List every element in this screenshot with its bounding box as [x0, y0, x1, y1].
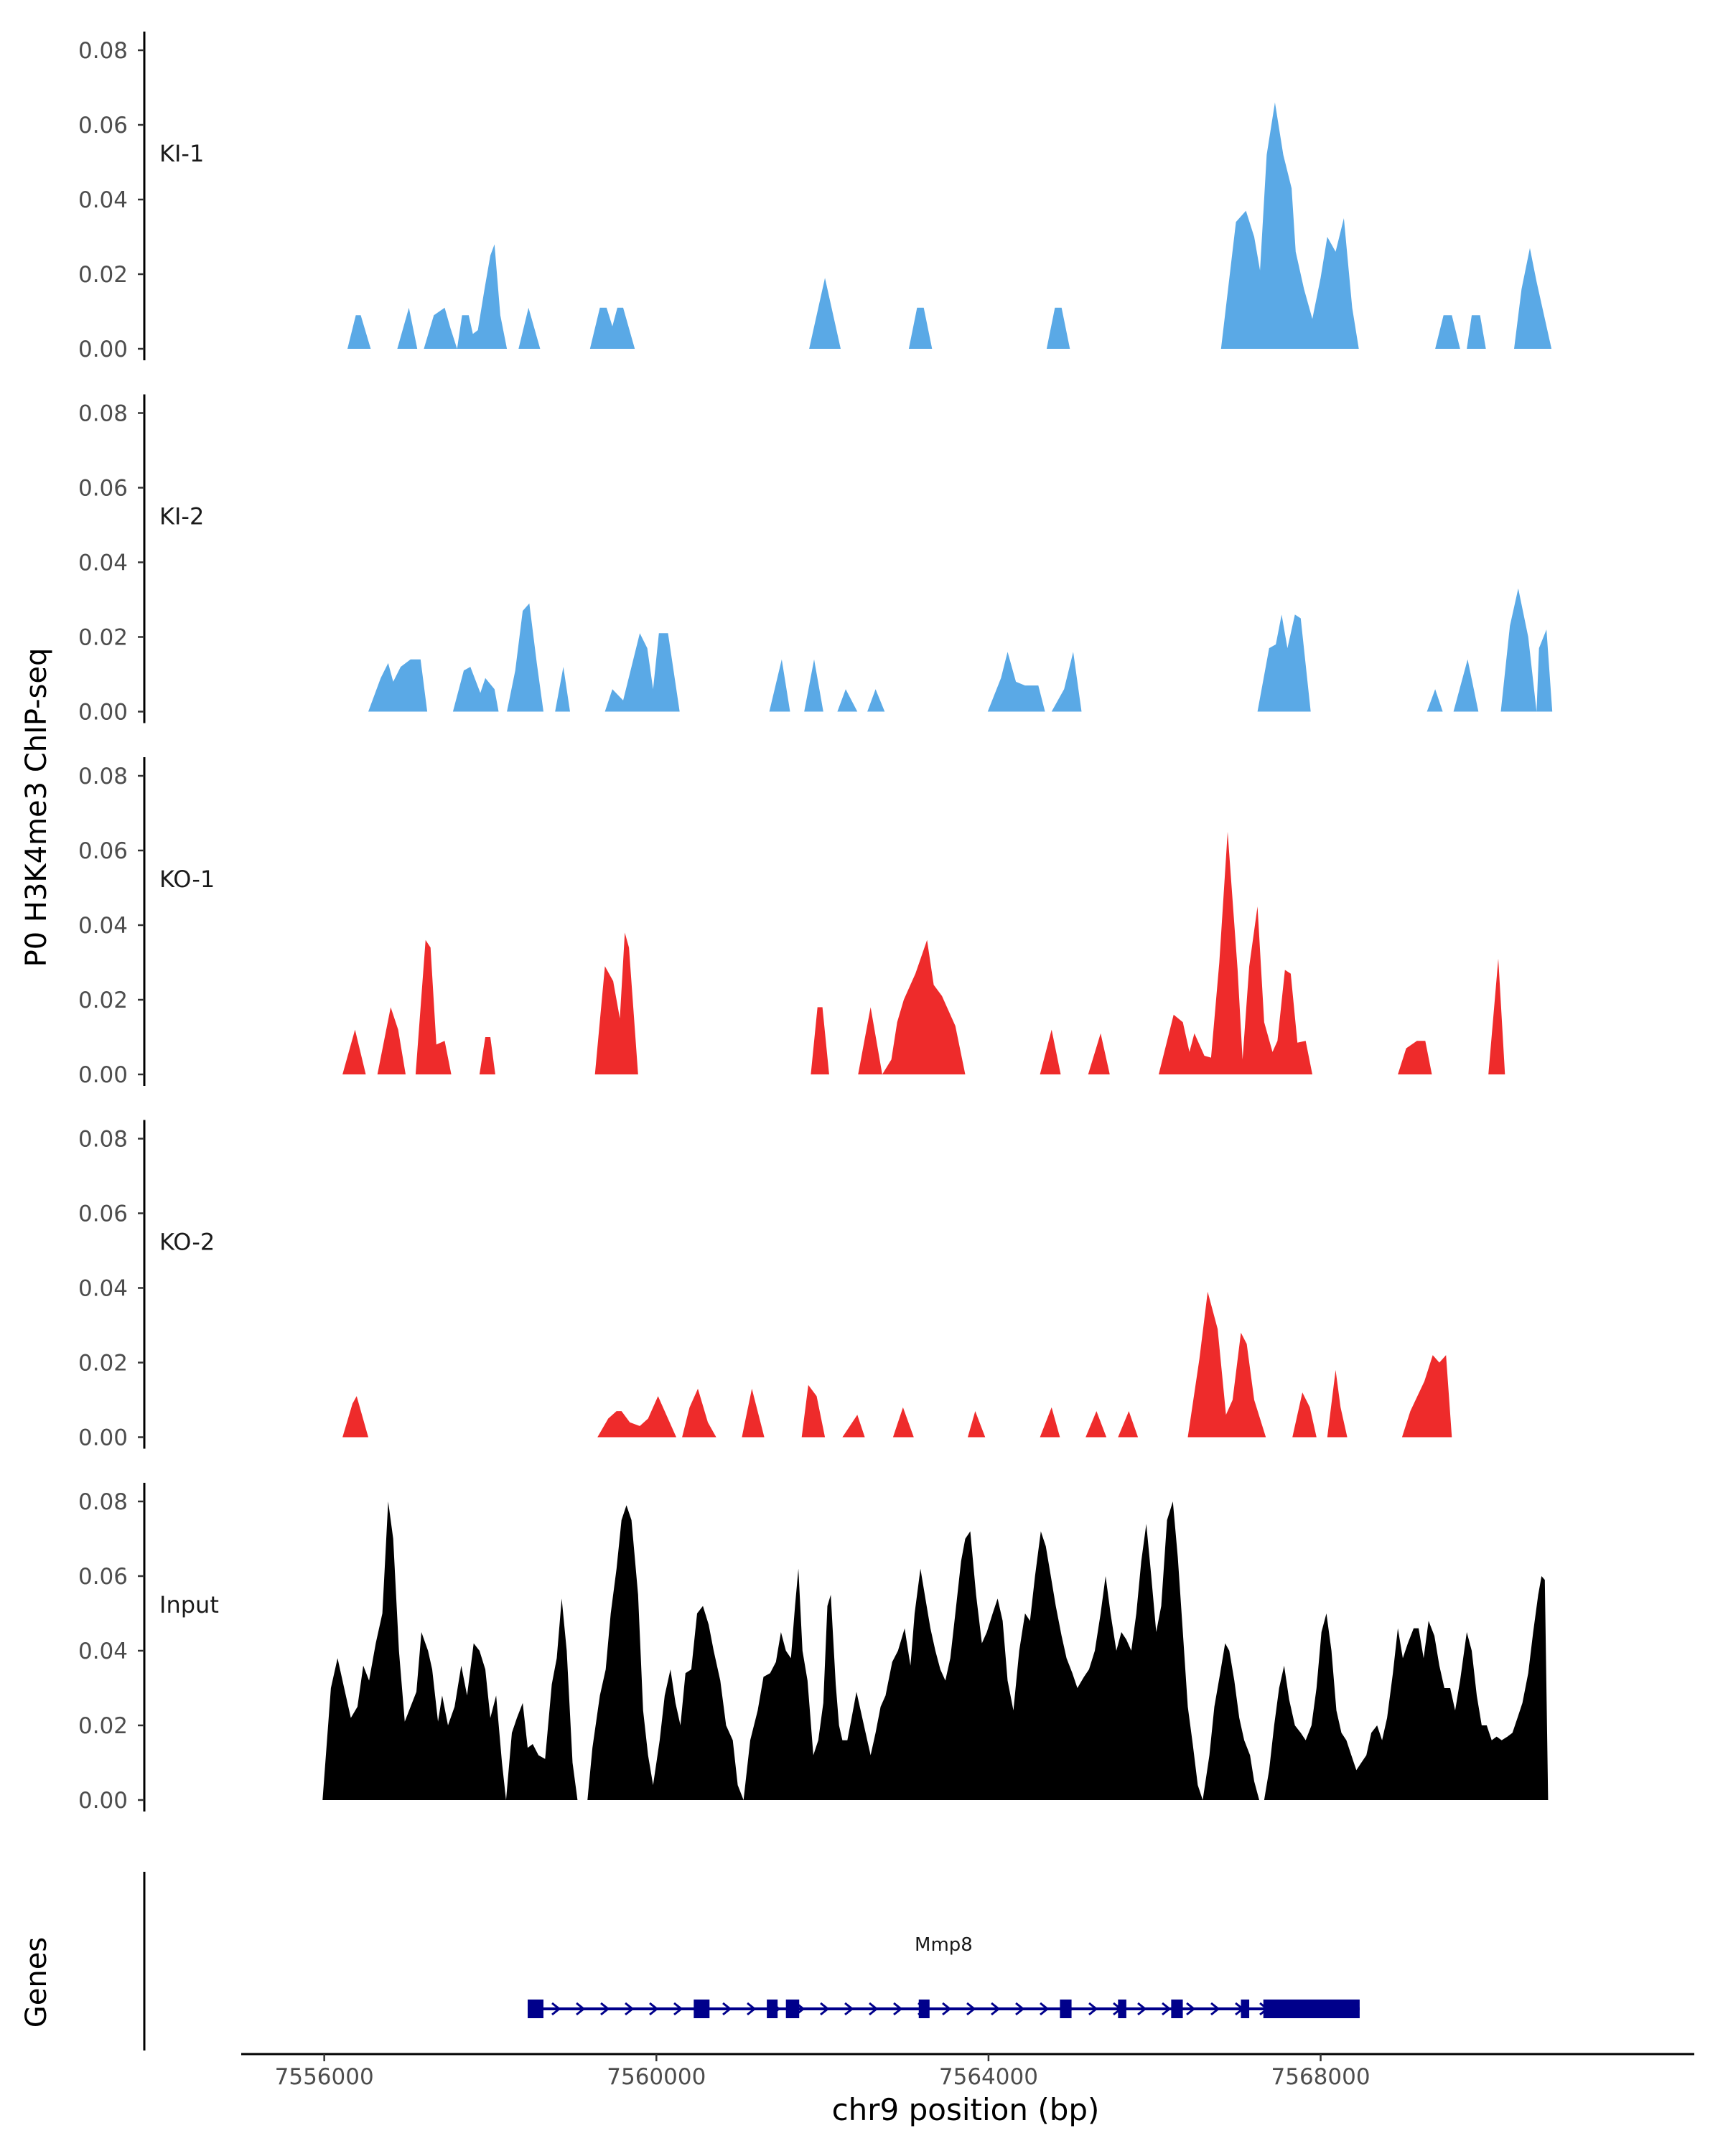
track-input: 0.00 0.02 0.04 0.06 0.08 Input — [78, 1483, 1554, 1814]
y-tick-label: 0.00 — [78, 337, 128, 362]
exon-block — [918, 2000, 930, 2018]
strand-arrow — [942, 2002, 952, 2016]
y-tick-label: 0.00 — [78, 1062, 128, 1088]
exon-block — [767, 2000, 778, 2018]
signal-area — [322, 1501, 1554, 1800]
y-tick-label: 0.02 — [78, 988, 128, 1013]
y-tick-label: 0.04 — [78, 1276, 128, 1302]
track-label: Input — [159, 1591, 219, 1618]
strand-arrow — [722, 2002, 732, 2016]
strand-arrow — [869, 2002, 879, 2016]
gene-panel: Genes Mmp8 — [20, 1872, 1360, 2050]
x-tick-label: 7560000 — [607, 2064, 706, 2090]
y-tick-label: 0.04 — [78, 187, 128, 213]
exon-block — [1060, 2000, 1072, 2018]
track-label: KI-1 — [159, 140, 204, 167]
y-tick-label: 0.02 — [78, 625, 128, 651]
strand-arrow — [893, 2002, 903, 2016]
strand-arrow — [551, 2002, 561, 2016]
signal-area — [347, 102, 1554, 350]
y-tick-label: 0.08 — [78, 401, 128, 427]
exon-block — [1263, 2000, 1360, 2018]
y-tick-label: 0.04 — [78, 550, 128, 576]
exon-block — [694, 2000, 710, 2018]
y-tick-label: 0.04 — [78, 913, 128, 939]
y-tick-label: 0.06 — [78, 476, 128, 502]
y-axis-title: P0 H3K4me3 ChIP-seq — [20, 648, 53, 967]
x-axis-title: chr9 position (bp) — [832, 2092, 1100, 2127]
signal-area — [342, 1291, 1554, 1438]
x-tick-label: 7564000 — [939, 2064, 1038, 2090]
y-tick-label: 0.06 — [78, 1564, 128, 1590]
strand-arrow — [1186, 2002, 1196, 2016]
strand-arrow — [747, 2002, 757, 2016]
exon-block — [528, 2000, 543, 2018]
x-tick-label: 7568000 — [1271, 2064, 1371, 2090]
track-ko-1: 0.00 0.02 0.04 0.06 0.08 KO-1 — [78, 757, 1554, 1088]
gene-name-label: Mmp8 — [915, 1934, 973, 1956]
signal-area — [368, 588, 1554, 712]
strand-arrow — [1040, 2002, 1050, 2016]
exon-block — [785, 2000, 800, 2018]
strand-arrow — [1137, 2002, 1147, 2016]
track-ko-2: 0.00 0.02 0.04 0.06 0.08 KO-2 — [78, 1120, 1554, 1451]
y-tick-label: 0.06 — [78, 838, 128, 864]
x-axis: 7556000 7560000 7564000 7568000 — [241, 2053, 1694, 2090]
exon-block — [1241, 2000, 1250, 2018]
y-tick-label: 0.08 — [78, 1489, 128, 1515]
y-tick-label: 0.08 — [78, 764, 128, 789]
y-tick-label: 0.08 — [78, 38, 128, 64]
track-label: KO-2 — [159, 1229, 215, 1256]
y-tick-label: 0.04 — [78, 1639, 128, 1664]
gene-model: Mmp8 — [528, 1934, 1360, 2018]
track-label: KI-2 — [159, 503, 204, 530]
track-label: KO-1 — [159, 866, 215, 893]
strand-arrow — [576, 2002, 586, 2016]
strand-arrow — [991, 2002, 1001, 2016]
strand-arrow — [625, 2002, 635, 2016]
y-tick-label: 0.00 — [78, 1425, 128, 1451]
strand-arrow — [649, 2002, 659, 2016]
y-tick-label: 0.06 — [78, 113, 128, 139]
strand-arrow — [966, 2002, 976, 2016]
y-tick-label: 0.02 — [78, 262, 128, 288]
strand-arrow — [820, 2002, 830, 2016]
exon-block — [1118, 2000, 1126, 2018]
strand-arrow — [844, 2002, 854, 2016]
y-tick-label: 0.06 — [78, 1201, 128, 1227]
y-tick-label: 0.00 — [78, 700, 128, 726]
strand-arrow — [600, 2002, 610, 2016]
signal-area — [342, 832, 1554, 1074]
x-tick-label: 7556000 — [275, 2064, 374, 2090]
y-tick-label: 0.02 — [78, 1351, 128, 1377]
strand-arrow — [673, 2002, 683, 2016]
strand-arrow — [1088, 2002, 1098, 2016]
strand-arrow — [1015, 2002, 1025, 2016]
y-tick-label: 0.02 — [78, 1713, 128, 1739]
track-panels: 0.00 0.02 0.04 0.06 0.08 KI-1 0.00 0.02 0.04 0.06… — [78, 32, 1554, 1814]
strand-arrow — [1210, 2002, 1220, 2016]
y-tick-label: 0.08 — [78, 1127, 128, 1153]
y-tick-label: 0.00 — [78, 1788, 128, 1814]
gene-panel-label: Genes — [20, 1937, 53, 2028]
track-ki-2: 0.00 0.02 0.04 0.06 0.08 KI-2 — [78, 394, 1554, 726]
exon-block — [1171, 2000, 1183, 2018]
track-ki-1: 0.00 0.02 0.04 0.06 0.08 KI-1 — [78, 32, 1554, 362]
strand-arrow — [1162, 2002, 1172, 2016]
